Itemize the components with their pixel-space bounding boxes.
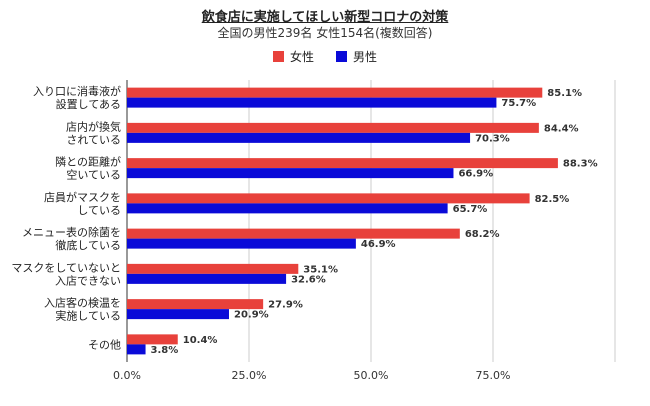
- data-label: 65.7%: [453, 204, 488, 215]
- category-label: 入店できない: [55, 273, 121, 287]
- x-tick-label: 75.0%: [476, 369, 511, 382]
- chart-subtitle: 全国の男性239名 女性154名(複数回答): [217, 26, 433, 40]
- data-label: 20.9%: [234, 310, 269, 321]
- category-label: マスクをしていないと: [11, 261, 121, 274]
- bar-male: [127, 203, 448, 214]
- data-label: 84.4%: [544, 123, 579, 134]
- data-label: 82.5%: [535, 194, 570, 205]
- x-tick-label: 50.0%: [354, 369, 389, 382]
- data-label: 70.3%: [475, 133, 510, 144]
- category-label: 設置してある: [56, 97, 121, 111]
- category-label: 隣との距離が: [55, 155, 121, 169]
- data-label: 68.2%: [465, 229, 500, 240]
- bar-female: [127, 228, 460, 239]
- bar-male: [127, 132, 471, 143]
- bar-male: [127, 238, 356, 249]
- data-label: 75.7%: [501, 98, 536, 109]
- legend-item-male[interactable]: 男性: [336, 48, 377, 65]
- data-label: 85.1%: [547, 88, 582, 99]
- category-label: 実施している: [55, 309, 121, 323]
- category-label: している: [77, 204, 121, 217]
- bar-female: [127, 122, 539, 133]
- category-label: 徹底している: [55, 238, 121, 252]
- data-label: 35.1%: [303, 264, 338, 275]
- bar-male: [127, 97, 497, 108]
- bar-male: [127, 344, 146, 355]
- data-label: 3.8%: [151, 345, 179, 356]
- legend-label-male: 男性: [353, 50, 378, 64]
- bar-male: [127, 273, 287, 284]
- category-label: されている: [66, 133, 121, 146]
- bar-female: [127, 299, 264, 310]
- data-label: 27.9%: [268, 300, 303, 311]
- category-label: その他: [88, 338, 121, 351]
- bar-female: [127, 193, 530, 204]
- bar-female: [127, 263, 299, 274]
- x-tick-label: 0.0%: [113, 369, 141, 382]
- data-label: 32.6%: [291, 274, 326, 285]
- legend-label-female: 女性: [289, 50, 314, 64]
- data-label: 10.4%: [183, 335, 218, 346]
- data-label: 88.3%: [563, 159, 598, 170]
- chart-title: 飲食店に実施してほしい新型コロナの対策: [201, 10, 449, 25]
- legend-swatch-female: [272, 51, 284, 62]
- category-label: 店内が換気: [66, 119, 121, 133]
- category-label: 店員がマスクを: [44, 190, 121, 204]
- bar-male: [127, 309, 229, 320]
- legend: 女性 男性: [0, 48, 650, 65]
- legend-item-female[interactable]: 女性: [272, 48, 314, 65]
- category-label: 入り口に消毒液が: [33, 84, 121, 98]
- data-label: 46.9%: [361, 239, 396, 250]
- bar-male: [127, 168, 454, 179]
- x-tick-label: 25.0%: [232, 369, 267, 382]
- category-label: 入店客の検温を: [44, 296, 121, 310]
- legend-swatch-male: [336, 51, 347, 62]
- bar-female: [127, 158, 558, 169]
- category-label: メニュー表の除菌を: [22, 225, 121, 239]
- data-label: 66.9%: [458, 169, 493, 180]
- bar-female: [127, 334, 178, 345]
- category-label: 空いている: [66, 168, 121, 182]
- bar-female: [127, 87, 543, 98]
